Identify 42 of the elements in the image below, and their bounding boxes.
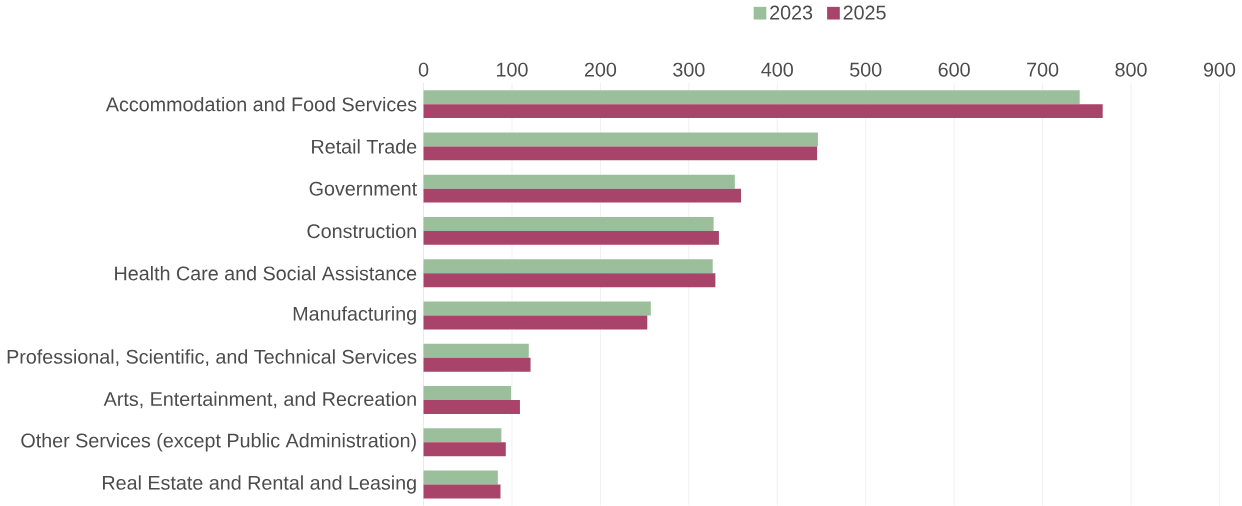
bar	[423, 301, 651, 316]
bar	[423, 273, 716, 288]
legend-label: 2023	[770, 5, 813, 20]
x-tick-label: 400	[761, 62, 793, 77]
bar	[423, 104, 1103, 119]
bar	[423, 230, 719, 245]
y-tick-label: Manufacturing	[293, 306, 416, 325]
x-tick-label: 600	[938, 62, 970, 77]
y-tick-label: Arts, Entertainment, and Recreation	[103, 391, 416, 409]
y-tick-label: Health Care and Social Assistance	[115, 265, 417, 281]
bar	[423, 217, 714, 231]
y-tick-label: Construction	[307, 223, 416, 239]
bar	[423, 132, 818, 147]
x-tick-label: 0	[418, 62, 429, 77]
x-tick-label: 300	[673, 62, 705, 77]
y-tick-label: Professional, Scientific, and Technical Services	[7, 349, 417, 367]
x-tick-label: 800	[1115, 62, 1147, 77]
legend-label: 2025	[843, 5, 886, 20]
y-tick-label: Real Estate and Rental and Leasing	[103, 475, 416, 494]
bar	[423, 400, 520, 414]
bar	[423, 442, 506, 457]
y-tick-label: Accommodation and Food Services	[105, 96, 417, 112]
bar	[423, 386, 512, 401]
x-tick-label: 200	[584, 62, 617, 77]
bar	[423, 315, 648, 330]
y-tick-label: Other Services (except Public Administration)	[21, 433, 416, 452]
y-tick-label: Government	[309, 181, 418, 196]
bar	[423, 174, 735, 189]
bar	[423, 343, 529, 358]
bar	[423, 357, 531, 372]
bar	[423, 470, 498, 485]
bar	[423, 90, 1080, 105]
x-tick-label: 500	[850, 62, 882, 77]
y-tick-label: Retail Trade	[312, 139, 417, 154]
x-tick-label: 700	[1027, 62, 1059, 77]
bar	[423, 146, 818, 161]
bar	[423, 484, 501, 499]
x-tick-label: 100	[497, 62, 528, 77]
bar	[423, 428, 502, 443]
bar	[423, 188, 742, 203]
bar	[423, 259, 713, 274]
x-tick-label: 900	[1203, 62, 1236, 77]
